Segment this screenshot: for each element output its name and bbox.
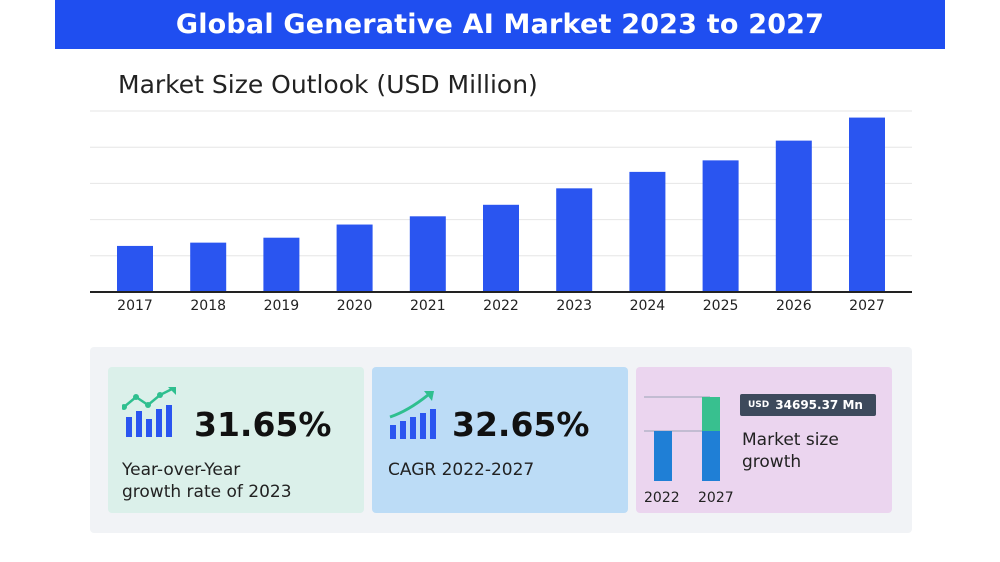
growth-label: Market size growth bbox=[742, 429, 839, 473]
bar-2027 bbox=[849, 117, 885, 292]
bar-2022 bbox=[483, 204, 519, 292]
x-tick-label: 2023 bbox=[556, 298, 592, 314]
x-tick-label: 2022 bbox=[483, 298, 519, 314]
growth-label-line2: growth bbox=[742, 452, 802, 472]
chart-title: Market Size Outlook (USD Million) bbox=[118, 70, 538, 99]
x-axis-tick-labels: 2017 2018 2019 2020 2021 2022 2023 2024 2025 2026… bbox=[117, 298, 885, 314]
chart-grid bbox=[90, 110, 912, 257]
page-header: Global Generative AI Market 2023 to 2027 bbox=[55, 0, 945, 49]
growth-comparison-icon bbox=[644, 396, 720, 481]
yoy-value: 31.65% bbox=[194, 405, 332, 444]
bar-2025 bbox=[702, 160, 739, 292]
x-tick-label: 2018 bbox=[190, 298, 226, 314]
stats-panel: 31.65% Year-over-Year growth rate of 202… bbox=[90, 347, 912, 533]
chart-bars bbox=[117, 117, 885, 292]
x-tick-label: 2025 bbox=[703, 298, 739, 314]
x-tick-label: 2020 bbox=[337, 298, 373, 314]
yoy-card: 31.65% Year-over-Year growth rate of 202… bbox=[108, 367, 364, 513]
bar-2018 bbox=[190, 242, 227, 292]
x-tick-label: 2026 bbox=[776, 298, 812, 314]
bar-2017 bbox=[117, 245, 153, 292]
x-tick-label: 2019 bbox=[264, 298, 300, 314]
cagr-value: 32.65% bbox=[452, 405, 590, 444]
growth-chart-icon bbox=[122, 387, 176, 437]
yoy-label: Year-over-Year growth rate of 2023 bbox=[122, 459, 292, 503]
bar-2026 bbox=[775, 140, 812, 292]
trend-up-icon bbox=[389, 391, 436, 439]
bar-2024 bbox=[629, 171, 666, 292]
cagr-label: CAGR 2022-2027 bbox=[388, 460, 535, 480]
growth-year-end: 2027 bbox=[698, 490, 734, 506]
x-tick-label: 2017 bbox=[117, 298, 153, 314]
bar-chart: 2017 2018 2019 2020 2021 2022 2023 2024 2025 2026… bbox=[90, 110, 912, 314]
growth-year-start: 2022 bbox=[644, 490, 680, 506]
yoy-label-line2: growth rate of 2023 bbox=[122, 482, 292, 502]
currency-label: USD bbox=[748, 400, 770, 410]
market-growth-card: 2022 2027 USD 34695.37 Mn Market size gr… bbox=[636, 367, 892, 513]
yoy-label-line1: Year-over-Year bbox=[122, 460, 241, 480]
x-tick-label: 2021 bbox=[410, 298, 446, 314]
bar-2021 bbox=[409, 216, 446, 292]
bar-2023 bbox=[556, 188, 593, 292]
growth-label-line1: Market size bbox=[742, 430, 839, 450]
x-tick-label: 2027 bbox=[849, 298, 885, 314]
x-tick-label: 2024 bbox=[630, 298, 666, 314]
cagr-card: 32.65% CAGR 2022-2027 bbox=[372, 367, 628, 513]
bar-2020 bbox=[336, 224, 373, 292]
bar-2019 bbox=[263, 237, 300, 292]
growth-amount-badge: USD 34695.37 Mn bbox=[740, 394, 876, 416]
page-title: Global Generative AI Market 2023 to 2027 bbox=[175, 9, 825, 40]
growth-amount: 34695.37 Mn bbox=[775, 398, 863, 412]
